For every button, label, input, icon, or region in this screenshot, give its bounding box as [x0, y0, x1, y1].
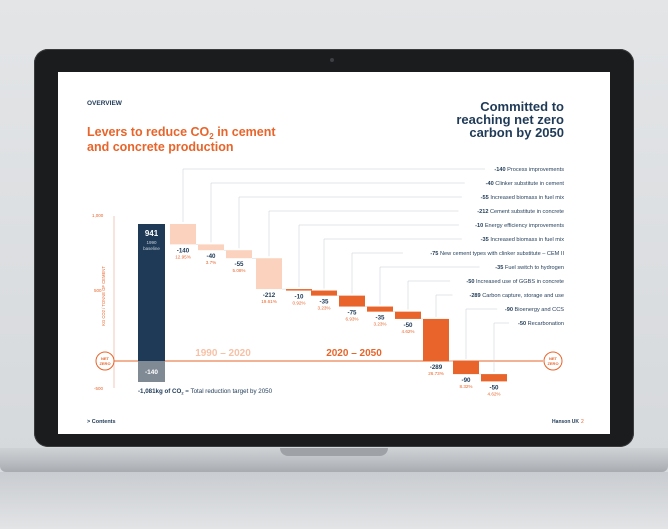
lever-leader-line — [182, 168, 485, 222]
total-reduction-text: -1,081kg of CO2 = Total reduction target… — [138, 388, 273, 396]
period-label-2020-2050: 2020 – 2050 — [326, 348, 382, 359]
desk-surface — [0, 472, 668, 529]
lever-leader-line — [493, 322, 510, 373]
waterfall-bar — [170, 224, 196, 245]
bar-value-label: -55 — [235, 261, 245, 268]
lever-label: -40 Clinker substitute in cement — [486, 181, 565, 187]
lever-label: -35 Fuel switch to hydrogen — [495, 265, 564, 271]
residual-value: -140 — [145, 369, 158, 376]
bar-percent-label: 3.23% — [317, 306, 330, 311]
bar-value-label: -40 — [207, 253, 217, 260]
waterfall-bar — [286, 289, 312, 291]
y-axis-label: KG CO2 / TONNE OF CEMENT — [101, 266, 106, 326]
waterfall-bar — [226, 250, 252, 259]
lever-leader-line — [268, 210, 459, 257]
bar-percent-label: 3.7% — [206, 260, 216, 265]
slide-canvas: OVERVIEW Levers to reduce CO2 in cement … — [87, 99, 584, 425]
bar-value-label: -212 — [263, 292, 276, 299]
lever-leader-line — [407, 280, 451, 310]
lever-label: -10 Energy efficiency improvements — [475, 223, 564, 229]
bar-percent-label: 8.32% — [459, 384, 472, 389]
waterfall-bar — [453, 361, 479, 375]
net-zero-label: ZERO — [99, 361, 110, 366]
bar-value-label: -289 — [430, 364, 443, 371]
waterfall-bar — [481, 374, 507, 382]
camera-icon — [330, 58, 334, 62]
slide-screen: OVERVIEW Levers to reduce CO2 in cement … — [58, 72, 610, 434]
waterfall-bar — [198, 244, 224, 251]
lever-label: -212 Cement substitute in concrete — [477, 209, 564, 215]
chart-title-line-2: and concrete production — [87, 140, 234, 154]
bar-percent-label: 19.61% — [261, 299, 277, 304]
lever-label: -50 Increased use of GGBS in concrete — [466, 279, 564, 285]
lever-label: -50 Recarbonation — [518, 321, 564, 327]
lever-leader-line — [435, 294, 453, 317]
bar-percent-label: 3.23% — [373, 322, 386, 327]
baseline-caption: baseline — [143, 246, 160, 251]
y-tick-label: 1,000 — [92, 213, 104, 218]
bar-percent-label: 5.08% — [232, 268, 245, 273]
bar-value-label: -90 — [462, 377, 472, 384]
period-label-1990-2020: 1990 – 2020 — [195, 348, 251, 359]
bar-percent-label: 4.62% — [487, 391, 500, 396]
waterfall-bar — [256, 258, 282, 290]
bar-percent-label: 4.62% — [401, 329, 414, 334]
bar-value-label: -35 — [376, 315, 386, 322]
headline-line-2: reaching net zero — [456, 112, 564, 127]
lever-leader-line — [351, 252, 403, 294]
net-zero-label: ZERO — [547, 361, 558, 366]
footer-brand: Hanson UK — [552, 419, 579, 425]
bar-value-label: -50 — [404, 322, 414, 329]
bar-percent-label: 26.73% — [428, 371, 444, 376]
bar-percent-label: 0.92% — [292, 301, 305, 306]
net-zero-marker-left — [95, 351, 115, 371]
bar-value-label: -10 — [295, 294, 305, 301]
lever-leader-line — [298, 224, 459, 288]
lever-label: -289 Carbon capture, storage and use — [469, 293, 564, 299]
lever-leader-line — [238, 196, 462, 249]
net-zero-label: NET — [549, 356, 558, 361]
waterfall-bar — [367, 306, 393, 312]
laptop-notch — [280, 448, 388, 456]
section-label: OVERVIEW — [87, 100, 123, 107]
bar-percent-label: 6.93% — [345, 317, 358, 322]
headline-line-3: carbon by 2050 — [469, 125, 564, 140]
bar-value-label: -140 — [177, 247, 190, 254]
baseline-value: 941 — [145, 229, 159, 238]
baseline-bar — [138, 224, 165, 361]
net-zero-marker-right — [543, 351, 563, 371]
lever-label: -140 Process improvements — [494, 167, 564, 173]
bar-value-label: -50 — [490, 384, 500, 391]
lever-label: -55 Increased biomass in fuel mix — [481, 195, 565, 201]
contents-link[interactable]: > Contents — [87, 419, 116, 425]
waterfall-bar — [311, 290, 337, 296]
baseline-year: 1990 — [146, 240, 157, 245]
y-tick-label: 500 — [94, 288, 102, 293]
lever-label: -90 Bioenergy and CCS — [505, 307, 564, 313]
bar-value-label: -75 — [348, 310, 358, 317]
lever-leader-line — [210, 182, 465, 243]
residual-bar — [138, 361, 165, 382]
bar-value-label: -35 — [320, 299, 330, 306]
waterfall-bar — [395, 311, 421, 319]
chart-title: Levers to reduce CO2 in cement — [87, 125, 276, 141]
lever-leader-line — [323, 238, 462, 289]
lever-leader-line — [465, 308, 498, 359]
lever-label: -35 Increased biomass in fuel mix — [481, 237, 565, 243]
net-zero-label: NET — [101, 356, 110, 361]
waterfall-bar — [423, 318, 449, 361]
page-number: 2 — [581, 419, 584, 425]
waterfall-bar — [339, 295, 365, 307]
bar-percent-label: 12.95% — [175, 254, 191, 259]
lever-leader-line — [379, 266, 480, 305]
lever-label: -75 New cement types with clinker substi… — [430, 251, 564, 257]
y-tick-label: -500 — [94, 386, 104, 391]
headline-line-1: Committed to — [480, 99, 564, 114]
